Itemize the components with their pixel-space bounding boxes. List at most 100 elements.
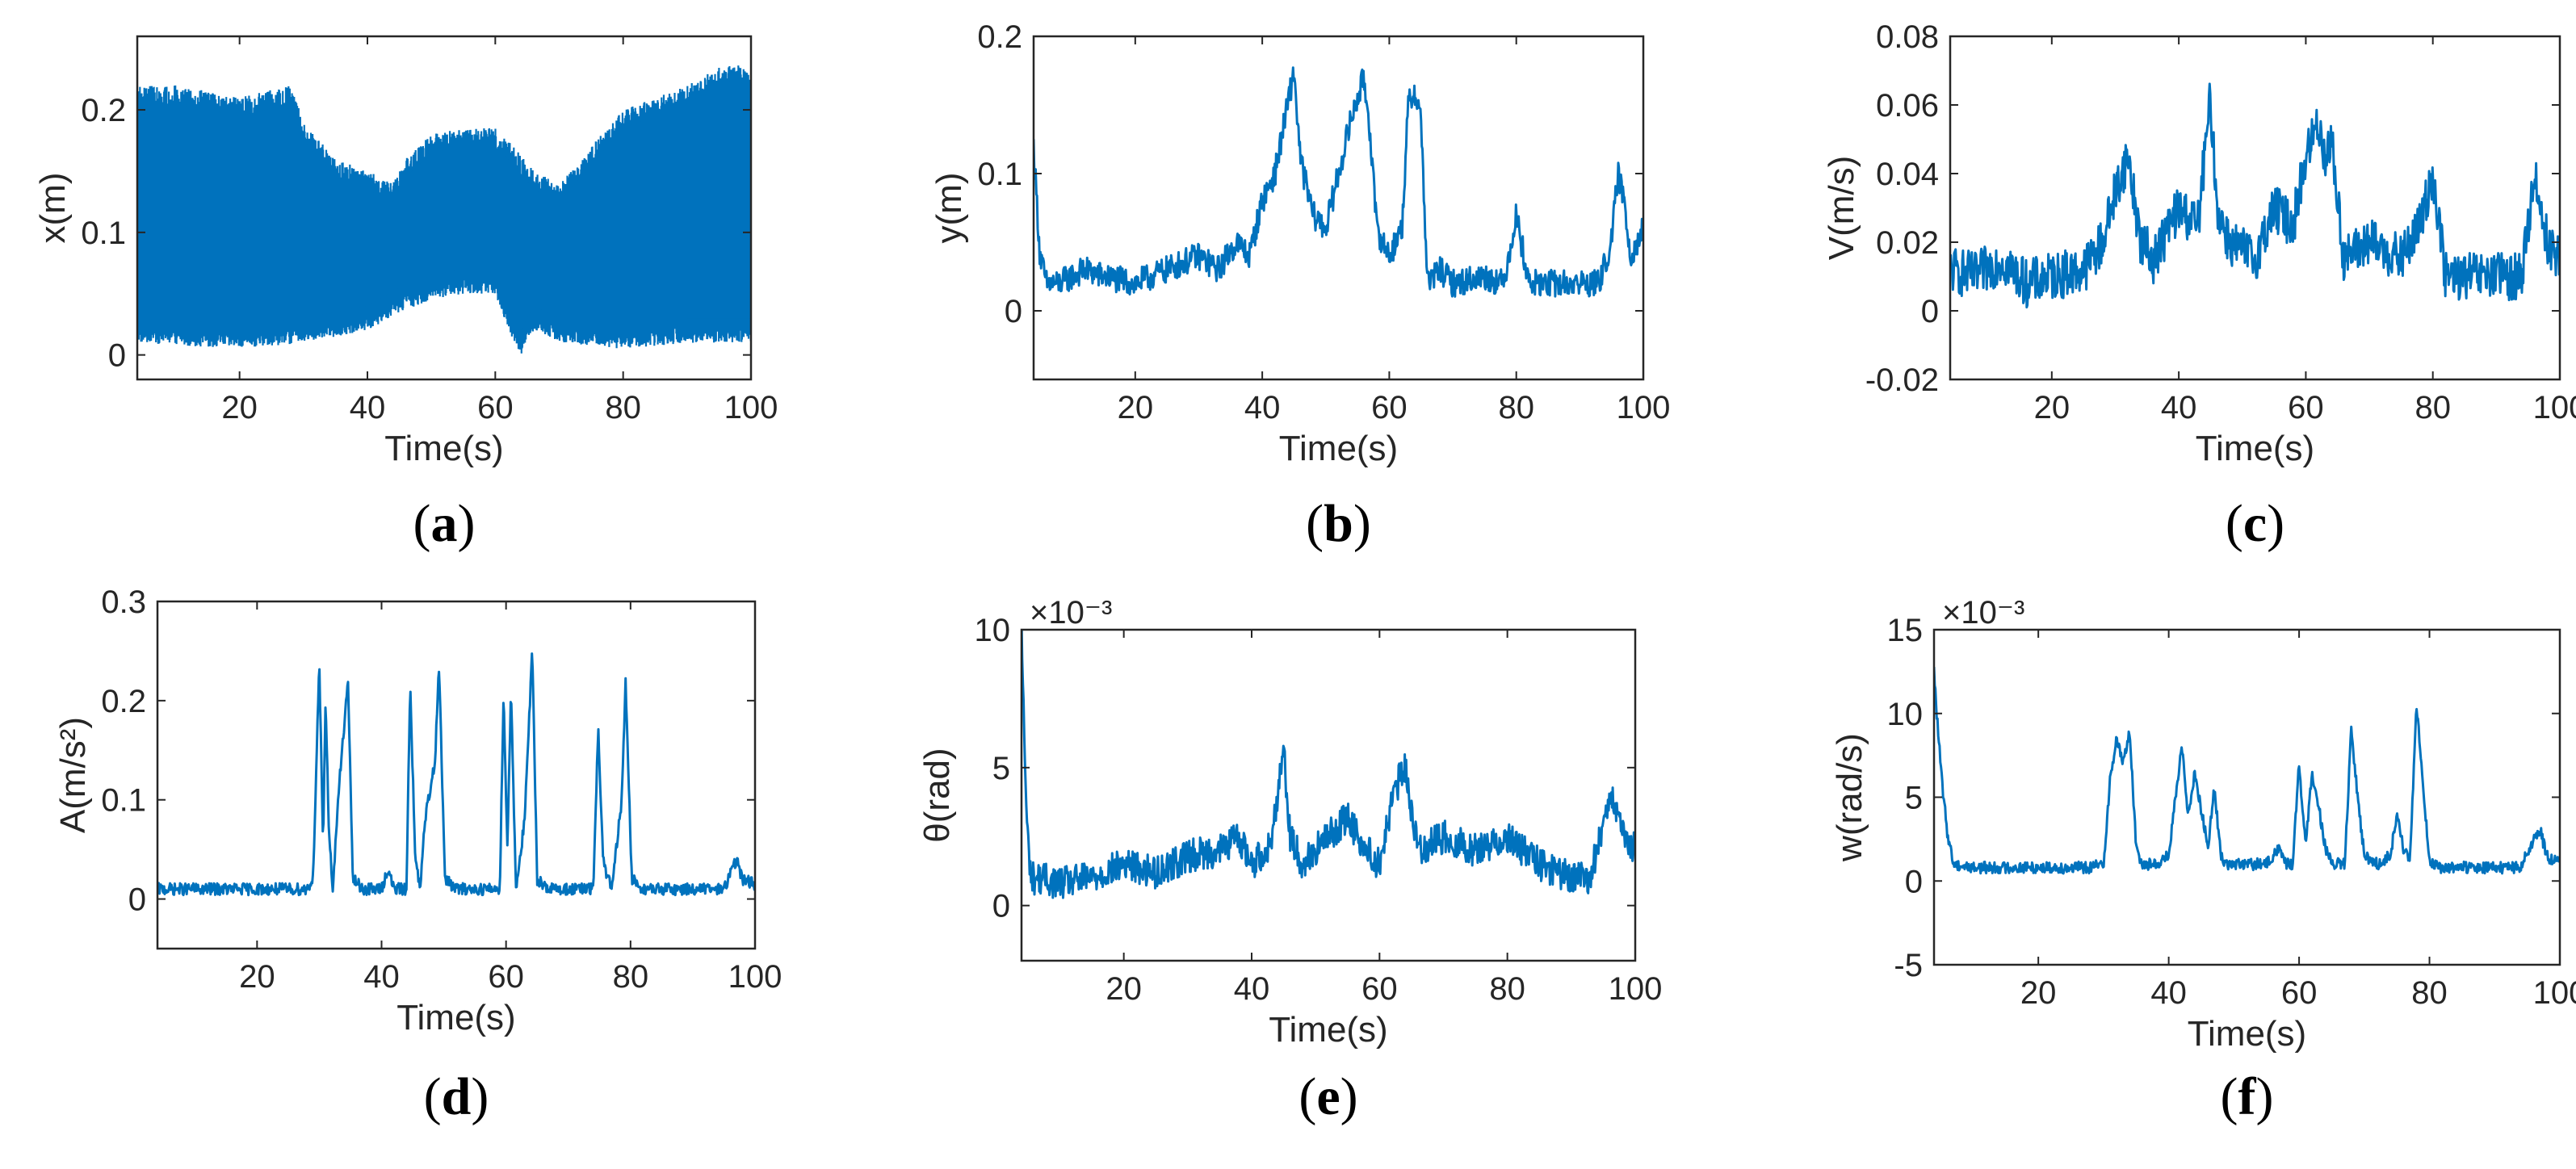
y-tick-label: 0.2 [81,93,126,128]
panel-letter: e [1316,1067,1340,1126]
y-tick-label: 0.2 [101,684,146,719]
x-tick-label: 80 [613,959,649,995]
x-tick-label: 100 [1609,971,1663,1007]
x-axis-label: Time(s) [1279,429,1398,468]
y-axis-label: w(rad/s) [1830,733,1869,862]
x-axis-label: Time(s) [2188,1014,2306,1054]
x-tick-label: 100 [2533,975,2576,1011]
panel-label-c: (c) [2226,494,2284,553]
x-tick-label: 20 [239,959,275,995]
plot-area-b [1034,66,1643,298]
y-axis-label: x(m) [33,173,73,244]
y-tick-label: 10 [1887,697,1924,732]
y-tick-label: 5 [992,751,1010,786]
x-axis-label: Time(s) [1269,1010,1387,1050]
axes-box-c [1949,35,2561,381]
plot-area-d [157,652,755,897]
y-tick-label: 0 [128,882,146,918]
x-axis-label: Time(s) [396,998,515,1037]
chart-panel-b: 20 40 60 80 100 0 0.1 0.2 Time(s) y(m) (b) [929,19,1670,553]
y-tick-label: 0.06 [1876,88,1939,124]
x-tick-label: 40 [350,390,386,425]
panel-label-d: (d) [424,1067,489,1126]
y-exponent-label: ×10⁻³ [1030,595,1112,631]
chart-panel-f: 20 40 60 80 100 -5 0 5 10 15 ×10⁻³ Time(s) w(rad/s) (… [1830,595,2576,1126]
panel-letter: f [2238,1067,2257,1126]
panel-letter: b [1324,494,1353,553]
x-tick-label: 100 [728,959,782,995]
axes-box-a [136,35,753,381]
x-tick-label: 80 [605,390,641,425]
axes-box-f [1932,628,2561,966]
series-line-d-A [157,652,755,897]
y-axis-label: θ(rad) [917,748,957,842]
x-tick-label: 20 [2034,390,2070,425]
panel-label-e: (e) [1298,1067,1357,1126]
plot-area-f [1934,666,2560,875]
y-tick-label: 0.02 [1876,225,1939,261]
panel-letter: d [442,1067,472,1126]
x-tick-label: 60 [2288,390,2324,425]
x-tick-label: 40 [2150,975,2187,1011]
chart-panel-e: 20 40 60 80 100 0 5 10 ×10⁻³ Time(s) θ(rad) (e) [917,595,1662,1126]
x-tick-label: 20 [2020,975,2057,1011]
x-tick-label: 60 [477,390,514,425]
y-tick-label: 0.08 [1876,19,1939,55]
x-tick-label: 80 [2414,390,2451,425]
y-tick-label: 5 [1905,781,1923,816]
plot-area-e [1022,630,1635,899]
x-tick-label: 80 [1498,390,1534,425]
x-tick-label: 20 [221,390,258,425]
x-tick-label: 80 [2411,975,2448,1011]
series-line-b-y [1034,66,1643,298]
chart-panel-a: 20 40 60 80 100 0 0.1 0.2 Time(s) x(m) (a) [33,35,778,553]
y-tick-label: 0.3 [101,584,146,620]
series-line-c-V [1950,82,2560,309]
x-tick-label: 20 [1118,390,1154,425]
chart-panel-c: 20 40 60 80 100 -0.02 0 0.02 0.04 0.06 0.08 Time(s)… [1822,19,2576,553]
panel-label-f: (f) [2221,1067,2274,1126]
series-line-f-w [1934,666,2560,875]
x-tick-label: 60 [488,959,524,995]
panel-label-a: (a) [413,494,476,553]
panel-letter: c [2243,494,2267,553]
x-tick-label: 60 [1371,390,1408,425]
plot-area-a [137,65,751,354]
y-tick-label: 15 [1887,613,1924,648]
chart-panel-d: 20 40 60 80 100 0 0.1 0.2 0.3 Time(s) A(m/s²) (d) [53,584,782,1126]
x-tick-label: 100 [724,390,778,425]
y-tick-label: 0.1 [101,783,146,819]
y-exponent-label: ×10⁻³ [1942,595,2024,631]
y-tick-label: 0.1 [81,216,126,251]
y-tick-label: -0.02 [1865,362,1939,398]
x-axis-label: Time(s) [384,429,503,468]
axes-box-d [156,600,757,950]
y-tick-label: 0 [992,889,1010,924]
y-tick-label: 0 [1921,294,1939,329]
panel-letter: a [431,494,458,553]
plot-area-c [1950,82,2560,309]
y-axis-label: y(m) [929,173,969,244]
y-tick-label: 0.1 [977,157,1022,192]
axes-box-b [1032,35,1645,381]
y-tick-label: 0 [1905,864,1923,899]
y-tick-label: -5 [1894,948,1923,983]
series-line-e-theta [1022,630,1635,899]
x-tick-label: 60 [2281,975,2318,1011]
x-tick-label: 40 [1244,390,1281,425]
x-tick-label: 20 [1105,971,1142,1007]
x-tick-label: 80 [1489,971,1525,1007]
y-tick-label: 10 [975,613,1011,648]
series-band-a [137,79,751,331]
panel-label-b: (b) [1306,494,1371,553]
y-tick-label: 0 [1005,294,1022,329]
x-tick-label: 40 [2161,390,2197,425]
y-tick-label: 0.04 [1876,157,1939,192]
x-tick-label: 40 [363,959,400,995]
x-tick-label: 60 [1361,971,1398,1007]
x-tick-label: 100 [2533,390,2576,425]
x-tick-label: 100 [1617,390,1671,425]
y-axis-label: A(m/s²) [53,717,93,833]
axes-box-e [1020,628,1637,962]
